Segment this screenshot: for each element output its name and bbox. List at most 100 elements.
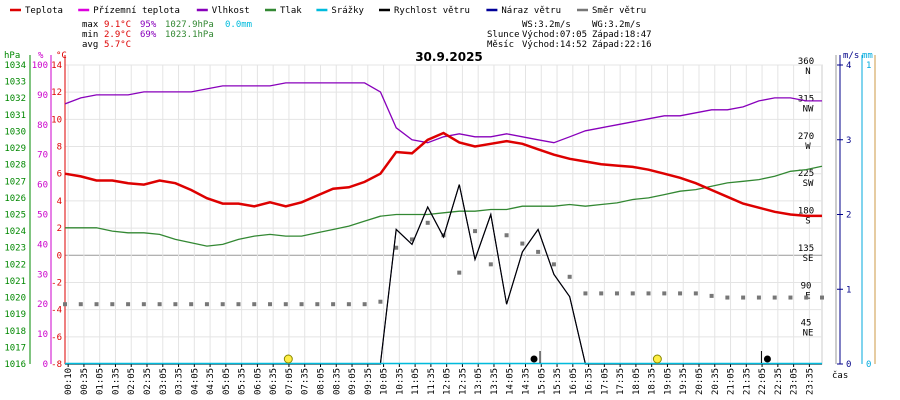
- hpa-tick-label: 1025: [4, 211, 26, 221]
- wind-direction-point: [599, 291, 604, 296]
- hpa-tick-label: 1024: [4, 227, 26, 237]
- celsius-tick-label: 4: [57, 197, 62, 207]
- x-tick-label: 03:35: [175, 368, 185, 395]
- unit-percent: %: [38, 51, 44, 61]
- ms-tick-label: 2: [846, 211, 851, 221]
- stats-max-pressure: 1027.9hPa: [165, 20, 214, 30]
- x-tick-label: 11:05: [411, 368, 421, 395]
- wind-direction-point: [646, 291, 651, 296]
- direction-tick-value: 270: [798, 132, 814, 142]
- x-tick-label: 02:05: [127, 368, 137, 395]
- direction-tick-label: SE: [803, 254, 814, 264]
- x-tick-label: 22:05: [758, 368, 768, 395]
- wind-direction-point: [488, 262, 493, 267]
- x-tick-label: 08:35: [332, 368, 342, 395]
- hpa-tick-label: 1026: [4, 194, 26, 204]
- hpa-tick-label: 1032: [4, 94, 26, 104]
- ms-tick-label: 3: [846, 136, 851, 146]
- percent-tick-label: 90: [37, 91, 48, 101]
- wind-direction-point: [788, 295, 793, 300]
- wind-direction-point: [173, 302, 178, 307]
- wind-direction-point: [331, 302, 336, 307]
- direction-tick-label: N: [805, 67, 810, 77]
- celsius-tick-label: -2: [51, 278, 62, 288]
- wind-direction-point: [504, 233, 509, 238]
- x-tick-label: 19:35: [679, 368, 689, 395]
- stats-max-label: max: [82, 20, 99, 30]
- x-tick-label: 22:35: [774, 368, 784, 395]
- direction-tick-label: W: [805, 142, 811, 152]
- stats-min-humidity: 69%: [140, 30, 157, 40]
- percent-tick-label: 0: [43, 360, 48, 370]
- wind-direction-point: [268, 302, 273, 307]
- wind-direction-point: [236, 302, 241, 307]
- wind-direction-point: [693, 291, 698, 296]
- temperature-line: [64, 131, 822, 218]
- wind-direction-point: [94, 302, 99, 307]
- event-markers: [283, 351, 771, 364]
- stats-avg-label: avg: [82, 40, 98, 50]
- x-tick-label: 13:35: [490, 368, 500, 395]
- sunset-info: Západ:18:47: [592, 30, 652, 40]
- stats-block: max 9.1°C 95% 1027.9hPa 0.0mm min 2.9°C …: [82, 20, 252, 50]
- x-tick-label: 18:05: [632, 368, 642, 395]
- stats-max-humidity: 95%: [140, 20, 157, 30]
- legend-label-humidity: Vlhkost: [212, 6, 250, 16]
- x-tick-label: 17:05: [600, 368, 610, 395]
- percent-tick-label: 60: [37, 181, 48, 191]
- percent-tick-label: 10: [37, 330, 48, 340]
- wind-direction-point: [315, 302, 320, 307]
- direction-tick-value: 90: [801, 281, 812, 291]
- x-tick-label: 06:35: [269, 368, 279, 395]
- wind-direction-point: [583, 291, 588, 296]
- direction-tick-value: 360: [798, 57, 814, 67]
- unit-hpa: hPa: [4, 51, 20, 61]
- hpa-tick-label: 1018: [4, 327, 26, 337]
- moonrise-info: Východ:14:52: [522, 40, 587, 50]
- wind-direction-point: [614, 291, 619, 296]
- chart-axes: -8-6-4-202468101214101610171018101910201…: [4, 55, 876, 395]
- humidity-line: [64, 82, 822, 144]
- stats-max-temp: 9.1°C: [104, 20, 131, 30]
- x-tick-label: 23:35: [805, 368, 815, 395]
- chart-legend: Teplota Přízemní teplota Vlhkost Tlak Srážky…: [10, 6, 646, 16]
- percent-tick-label: 40: [37, 240, 48, 250]
- moonrise-marker: [530, 355, 538, 363]
- wind-direction-point: [741, 295, 746, 300]
- wind-direction-point: [78, 302, 83, 307]
- percent-tick-label: 30: [37, 270, 48, 280]
- hpa-tick-label: 1023: [4, 244, 26, 254]
- ms-tick-label: 4: [846, 61, 851, 71]
- chart-series: [63, 82, 824, 365]
- x-tick-label: 07:05: [285, 368, 295, 395]
- wind-direction-point: [157, 302, 162, 307]
- wind-gust-info: WG:3.2m/s: [592, 20, 641, 30]
- x-tick-label: 05:05: [222, 368, 232, 395]
- chart-title: 30.9.2025: [415, 50, 483, 64]
- x-tick-label: 10:35: [395, 368, 405, 395]
- celsius-tick-label: 10: [51, 115, 62, 125]
- mm-tick-label: 0: [866, 360, 871, 370]
- wind-direction-point: [346, 302, 351, 307]
- hpa-tick-label: 1016: [4, 360, 26, 370]
- hpa-tick-label: 1030: [4, 127, 26, 137]
- wind-direction-point: [709, 293, 714, 298]
- hpa-tick-label: 1029: [4, 144, 26, 154]
- celsius-tick-label: 8: [57, 143, 62, 153]
- percent-tick-label: 100: [32, 61, 48, 71]
- unit-ms: m/s: [843, 51, 859, 61]
- sunrise-info: Východ:07:05: [522, 30, 587, 40]
- wind-direction-point: [204, 302, 209, 307]
- x-tick-label: 16:35: [585, 368, 595, 395]
- x-tick-label: 01:05: [96, 368, 106, 395]
- legend-label-apparent-temperature: Přízemní teplota: [93, 6, 180, 16]
- wind-direction-point: [756, 295, 761, 300]
- celsius-tick-label: -8: [51, 360, 62, 370]
- x-tick-label: 12:35: [458, 368, 468, 395]
- sunset-marker: [652, 354, 662, 364]
- x-tick-label: 08:05: [316, 368, 326, 395]
- wind-direction-point: [820, 295, 824, 300]
- x-tick-label: 20:05: [695, 368, 705, 395]
- celsius-tick-label: -4: [51, 306, 62, 316]
